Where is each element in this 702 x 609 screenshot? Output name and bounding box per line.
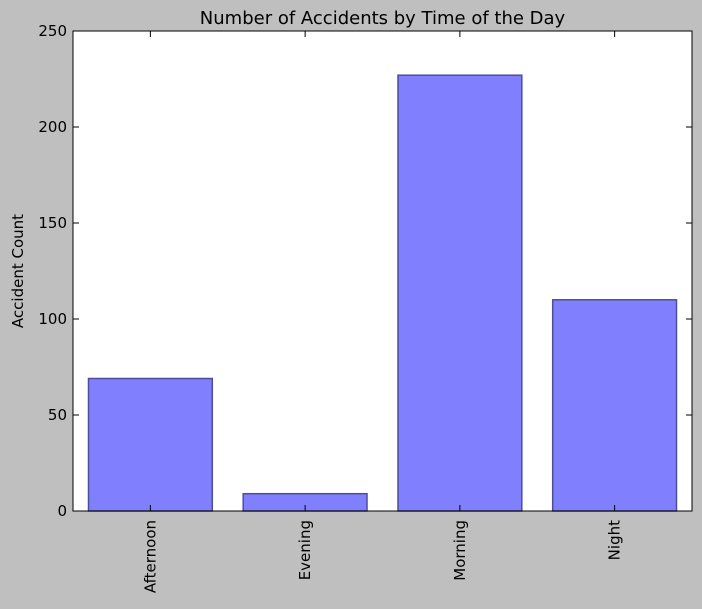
chart-title: Number of Accidents by Time of the Day [200,8,566,29]
y-tick-label: 100 [38,310,67,328]
x-tick-label: Evening [296,520,314,580]
bar-night [551,299,678,512]
bar-morning [397,74,523,512]
y-tick-label: 50 [48,406,67,424]
x-tick-label: Night [606,520,624,560]
x-axis-ticks: Afternoon Evening Morning Night [141,31,624,593]
bars-group [87,74,678,512]
y-axis-label: Accident Count [9,214,27,328]
x-tick-label: Afternoon [141,520,159,593]
bar-afternoon [87,377,214,512]
y-axis-ticks: 0 50 100 150 200 250 [38,22,692,520]
x-tick-label: Morning [451,520,469,581]
y-tick-label: 150 [38,214,67,232]
y-tick-label: 250 [38,22,67,40]
plot-frame [72,30,693,512]
y-tick-label: 200 [38,118,67,136]
y-tick-label: 0 [57,502,67,520]
